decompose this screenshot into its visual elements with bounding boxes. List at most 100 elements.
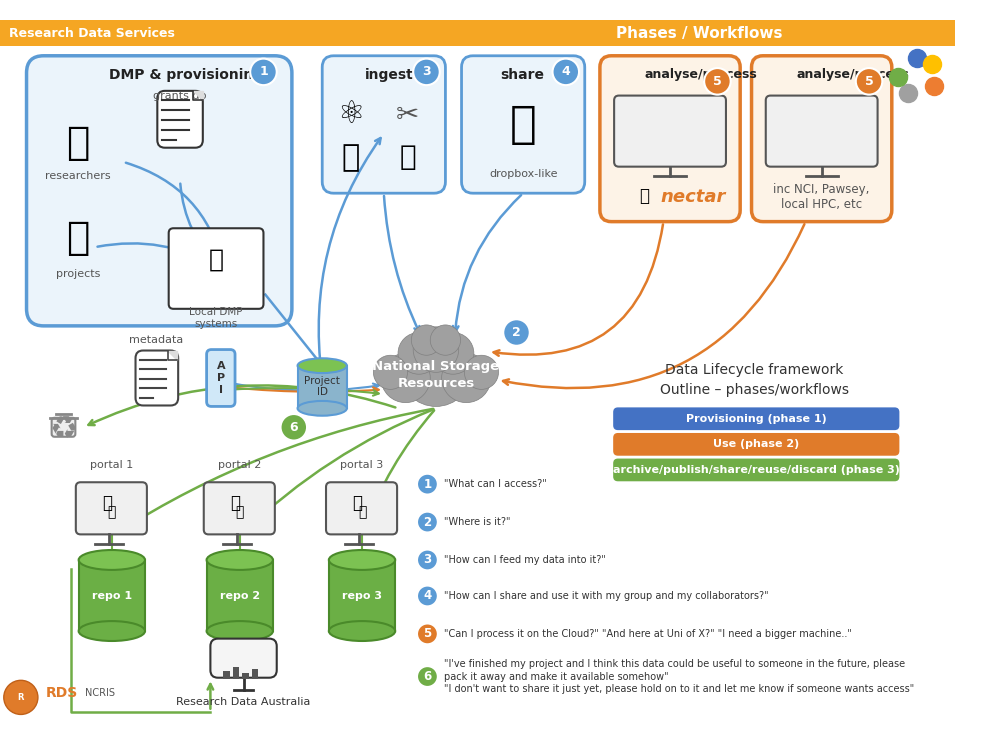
Text: ingest: ingest <box>365 68 413 82</box>
Text: 💼: 💼 <box>510 103 536 145</box>
Text: A
P
I: A P I <box>217 361 225 395</box>
Text: analyse/process: analyse/process <box>796 68 909 81</box>
FancyBboxPatch shape <box>207 349 235 407</box>
Text: share: share <box>500 68 544 82</box>
Text: Project
ID: Project ID <box>304 376 340 398</box>
FancyBboxPatch shape <box>613 407 899 430</box>
Bar <box>233 668 239 679</box>
Text: 🧬: 🧬 <box>342 143 360 172</box>
Text: repo 3: repo 3 <box>342 590 382 600</box>
Text: 📊: 📊 <box>102 494 112 512</box>
Text: 🟡: 🟡 <box>639 187 649 205</box>
FancyBboxPatch shape <box>613 459 899 482</box>
FancyBboxPatch shape <box>157 91 203 147</box>
Polygon shape <box>167 351 177 360</box>
Text: 1: 1 <box>259 65 268 79</box>
Text: 🧪: 🧪 <box>67 218 90 257</box>
Bar <box>223 671 230 679</box>
Text: repo 1: repo 1 <box>92 590 132 600</box>
Text: Local DMP
systems: Local DMP systems <box>190 308 243 329</box>
Ellipse shape <box>297 401 347 416</box>
Text: Research Data Services: Research Data Services <box>9 26 175 39</box>
Text: 📊: 📊 <box>230 494 240 512</box>
FancyBboxPatch shape <box>168 228 263 308</box>
Circle shape <box>705 68 731 94</box>
Text: ✂: ✂ <box>396 101 419 129</box>
Circle shape <box>4 680 38 714</box>
Circle shape <box>381 353 430 403</box>
Text: Research Data Australia: Research Data Australia <box>176 697 310 707</box>
Text: R: R <box>17 693 24 702</box>
Circle shape <box>432 333 474 374</box>
Text: 6: 6 <box>423 670 431 683</box>
Text: Use (phase 2): Use (phase 2) <box>713 439 799 449</box>
FancyBboxPatch shape <box>76 482 147 534</box>
Circle shape <box>552 59 579 85</box>
Circle shape <box>398 333 439 374</box>
Circle shape <box>413 327 459 372</box>
Text: portal 2: portal 2 <box>218 460 261 470</box>
Text: Provisioning (phase 1): Provisioning (phase 1) <box>685 414 827 424</box>
FancyBboxPatch shape <box>462 56 585 194</box>
Ellipse shape <box>329 550 395 570</box>
Text: grants db: grants db <box>153 91 207 101</box>
FancyBboxPatch shape <box>752 56 892 222</box>
FancyBboxPatch shape <box>51 418 76 437</box>
Circle shape <box>465 355 499 389</box>
FancyBboxPatch shape <box>211 639 277 677</box>
Text: dropbox-like: dropbox-like <box>489 169 557 179</box>
Text: 2: 2 <box>512 326 521 339</box>
Circle shape <box>250 59 277 85</box>
Text: "How can I share and use it with my group and my collaborators?": "How can I share and use it with my grou… <box>445 591 769 601</box>
Text: 🔬: 🔬 <box>67 124 90 162</box>
Text: 5: 5 <box>423 627 431 640</box>
Text: National Storage
Resources: National Storage Resources <box>372 360 500 390</box>
FancyBboxPatch shape <box>207 560 273 631</box>
Text: "What can I access?": "What can I access?" <box>445 479 547 489</box>
Text: inc NCI, Pawsey,
local HPC, etc: inc NCI, Pawsey, local HPC, etc <box>773 183 870 211</box>
Text: researchers: researchers <box>45 171 111 181</box>
Text: 4: 4 <box>423 590 431 603</box>
Text: 6: 6 <box>289 421 298 434</box>
FancyBboxPatch shape <box>600 56 740 222</box>
Text: "Where is it?": "Where is it?" <box>445 517 511 527</box>
Circle shape <box>417 624 437 644</box>
Text: 💉: 💉 <box>399 143 416 171</box>
Text: Data Lifecycle framework
Outline – phases/workflows: Data Lifecycle framework Outline – phase… <box>660 363 849 397</box>
Circle shape <box>400 334 472 407</box>
Circle shape <box>417 550 437 570</box>
Text: "Can I process it on the Cloud?" "And here at Uni of X?" "I need a bigger machin: "Can I process it on the Cloud?" "And he… <box>445 629 853 639</box>
FancyBboxPatch shape <box>79 560 145 631</box>
Circle shape <box>442 353 491 403</box>
Text: 🖥: 🖥 <box>209 247 224 271</box>
Circle shape <box>417 512 437 532</box>
Circle shape <box>856 68 882 94</box>
Ellipse shape <box>79 550 145 570</box>
Ellipse shape <box>79 621 145 641</box>
FancyBboxPatch shape <box>0 20 956 46</box>
Text: 📊: 📊 <box>352 494 362 512</box>
FancyBboxPatch shape <box>135 351 178 405</box>
Text: metadata: metadata <box>129 335 183 345</box>
FancyBboxPatch shape <box>766 95 878 166</box>
Text: 2: 2 <box>423 516 431 528</box>
Text: ⚛: ⚛ <box>337 100 364 129</box>
Text: 🔍: 🔍 <box>358 506 366 519</box>
Circle shape <box>430 325 461 355</box>
Circle shape <box>411 325 442 355</box>
Text: 3: 3 <box>422 65 430 79</box>
Text: Phases / Workflows: Phases / Workflows <box>616 26 782 41</box>
Text: projects: projects <box>55 268 100 279</box>
FancyBboxPatch shape <box>26 56 292 326</box>
FancyBboxPatch shape <box>326 482 397 534</box>
Text: repo 2: repo 2 <box>220 590 260 600</box>
Circle shape <box>417 586 437 606</box>
Text: RDS: RDS <box>45 686 78 699</box>
Circle shape <box>413 59 439 85</box>
Ellipse shape <box>329 621 395 641</box>
Bar <box>252 669 258 679</box>
Ellipse shape <box>207 621 273 641</box>
Text: "How can I feed my data into it?": "How can I feed my data into it?" <box>445 555 607 565</box>
Text: portal 3: portal 3 <box>341 460 384 470</box>
Text: 5: 5 <box>713 75 722 88</box>
